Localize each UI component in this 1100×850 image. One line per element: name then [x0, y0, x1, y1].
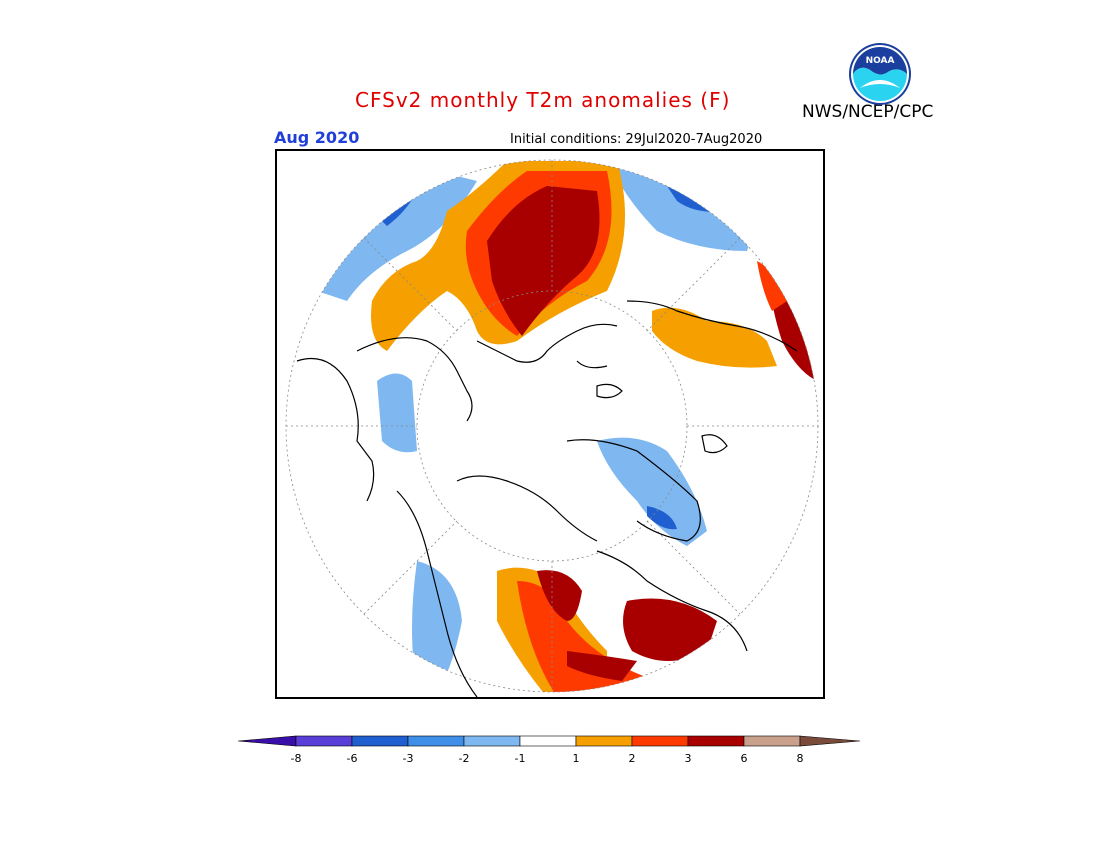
- colorbar-tick-label: -1: [514, 752, 526, 765]
- colorbar-tick-label: -2: [458, 752, 470, 765]
- noaa-logo: NOAA: [849, 43, 911, 105]
- warm-region-east: [652, 307, 777, 368]
- valid-month: Aug 2020: [274, 128, 360, 147]
- map-title: CFSv2 monthly T2m anomalies (F): [355, 88, 731, 112]
- colorbar-tick-label: 8: [796, 752, 804, 765]
- colorbar-tick-label: -6: [346, 752, 358, 765]
- hot-region-north: [487, 186, 600, 336]
- colorbar-tick-label: 3: [684, 752, 692, 765]
- hot-region-southeast: [623, 598, 717, 661]
- colorbar-arrow-high: [799, 735, 861, 747]
- hot-region-south-strip: [567, 651, 637, 681]
- colorbar-cell: [519, 735, 577, 747]
- cold-region-nw: [317, 171, 477, 301]
- logo-text: NOAA: [866, 56, 895, 66]
- colorbar-tick-label: 6: [740, 752, 748, 765]
- colorbar-tick-label: -3: [402, 752, 414, 765]
- colorbar: [238, 735, 861, 747]
- colorbar-tick-label: 1: [572, 752, 580, 765]
- anomaly-map: [275, 149, 825, 699]
- hot-region-south: [537, 570, 582, 621]
- warmer-region-east: [757, 261, 787, 311]
- colorbar-tick-label: 2: [628, 752, 636, 765]
- agency-label: NWS/NCEP/CPC: [802, 102, 934, 122]
- colorbar-tick-label: -8: [290, 752, 302, 765]
- colorbar-cell: [295, 735, 353, 747]
- colorbar-cell: [631, 735, 689, 747]
- cold-region-greenland: [597, 437, 707, 546]
- colorbar-cell: [407, 735, 465, 747]
- colorbar-cell: [463, 735, 521, 747]
- cold-region-sw: [412, 561, 462, 691]
- polar-map-svg: [285, 159, 819, 697]
- colorbar-cell: [687, 735, 745, 747]
- cold-region-west: [377, 373, 417, 453]
- colorbar-cell: [575, 735, 633, 747]
- cold-region-greenland-strong: [647, 506, 677, 530]
- colorbar-arrow-low: [238, 735, 297, 747]
- initial-conditions: Initial conditions: 29Jul2020-7Aug2020: [510, 132, 763, 147]
- cold-region-ne: [607, 161, 757, 251]
- colorbar-cell: [351, 735, 409, 747]
- colorbar-cell: [743, 735, 801, 747]
